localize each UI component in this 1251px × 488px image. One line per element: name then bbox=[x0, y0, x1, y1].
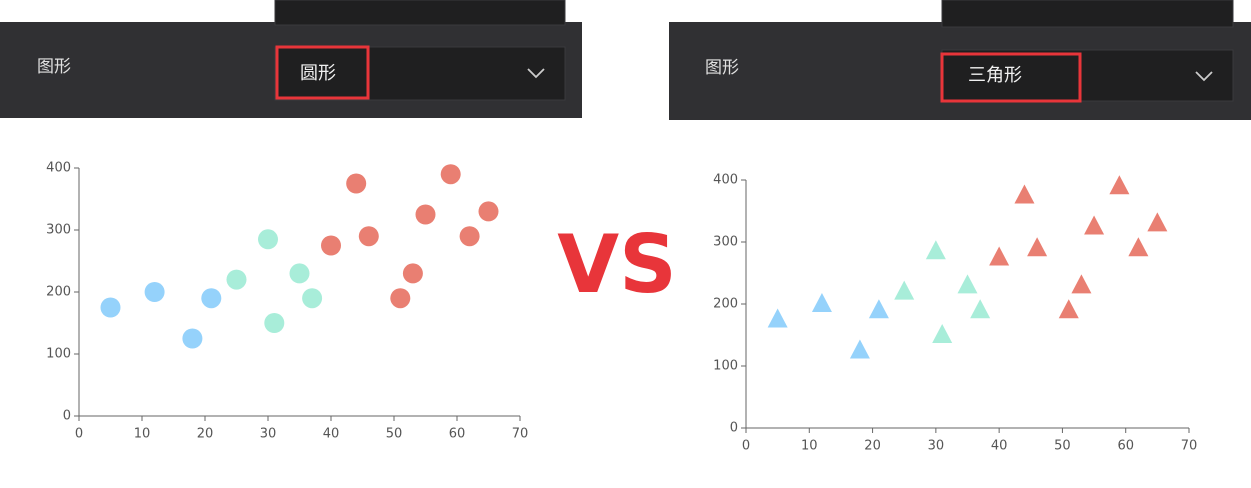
point bbox=[264, 313, 285, 333]
point bbox=[182, 328, 203, 349]
select-prev bbox=[941, 0, 1234, 28]
point bbox=[201, 288, 222, 309]
point bbox=[390, 288, 411, 309]
point bbox=[459, 226, 480, 247]
x-tick-label: 60 bbox=[1117, 439, 1134, 454]
point bbox=[989, 246, 1010, 266]
point bbox=[957, 274, 978, 294]
y-tick-label: 100 bbox=[713, 359, 738, 374]
x-tick-label: 60 bbox=[449, 427, 466, 442]
field-label: 图形 bbox=[37, 57, 71, 77]
select-value: 三角形 bbox=[968, 65, 1022, 86]
point bbox=[321, 235, 341, 256]
point bbox=[767, 308, 788, 328]
x-tick-label: 70 bbox=[512, 427, 529, 442]
x-tick-label: 20 bbox=[864, 439, 881, 454]
y-tick-label: 0 bbox=[730, 421, 738, 436]
point bbox=[402, 263, 423, 284]
x-tick-label: 0 bbox=[75, 427, 83, 442]
point bbox=[1084, 215, 1105, 235]
x-tick-label: 50 bbox=[386, 427, 403, 442]
x-tick-label: 20 bbox=[197, 427, 214, 442]
point bbox=[1147, 212, 1168, 232]
y-tick-label: 0 bbox=[63, 409, 71, 424]
y-tick-label: 200 bbox=[713, 297, 738, 312]
y-tick-label: 400 bbox=[713, 173, 738, 188]
point bbox=[302, 288, 323, 309]
point bbox=[925, 240, 946, 260]
field-label: 图形 bbox=[705, 58, 739, 78]
select-prev bbox=[274, 0, 566, 26]
chevron bbox=[527, 68, 545, 79]
point bbox=[1058, 299, 1079, 319]
point bbox=[970, 299, 991, 319]
y-tick-label: 100 bbox=[46, 347, 71, 362]
x-tick-label: 30 bbox=[928, 439, 945, 454]
y-tick-label: 300 bbox=[713, 235, 738, 250]
y-tick-label: 200 bbox=[46, 285, 71, 300]
point bbox=[1071, 274, 1092, 294]
point bbox=[894, 280, 915, 300]
point bbox=[1027, 237, 1048, 257]
y-tick-label: 400 bbox=[46, 161, 71, 176]
point bbox=[289, 263, 310, 284]
point bbox=[1014, 184, 1035, 204]
x-tick-label: 10 bbox=[801, 439, 818, 454]
point bbox=[868, 299, 889, 319]
x-tick-label: 30 bbox=[260, 427, 277, 442]
point bbox=[258, 229, 278, 250]
select[interactable] bbox=[274, 46, 566, 101]
chevron bbox=[1195, 71, 1213, 82]
select[interactable] bbox=[941, 49, 1234, 102]
x-tick-label: 40 bbox=[991, 439, 1008, 454]
point bbox=[226, 269, 247, 290]
point bbox=[346, 173, 367, 194]
highlight-box bbox=[275, 45, 370, 100]
x-tick-label: 70 bbox=[1181, 439, 1198, 454]
x-tick-label: 40 bbox=[323, 427, 340, 442]
point bbox=[932, 324, 953, 343]
point bbox=[144, 282, 165, 302]
x-tick-label: 10 bbox=[134, 427, 151, 442]
point bbox=[100, 297, 121, 318]
point bbox=[849, 339, 870, 359]
highlight-box bbox=[940, 52, 1082, 103]
x-tick-label: 0 bbox=[742, 439, 750, 454]
point bbox=[440, 164, 461, 185]
point bbox=[478, 201, 499, 222]
y-tick-label: 300 bbox=[46, 223, 71, 238]
point bbox=[1109, 175, 1130, 195]
point bbox=[415, 204, 436, 225]
vs-label: VS bbox=[557, 218, 677, 311]
point bbox=[358, 226, 379, 247]
x-tick-label: 50 bbox=[1054, 439, 1071, 454]
select-value: 圆形 bbox=[300, 63, 336, 84]
point bbox=[1128, 237, 1149, 257]
point bbox=[811, 293, 832, 312]
